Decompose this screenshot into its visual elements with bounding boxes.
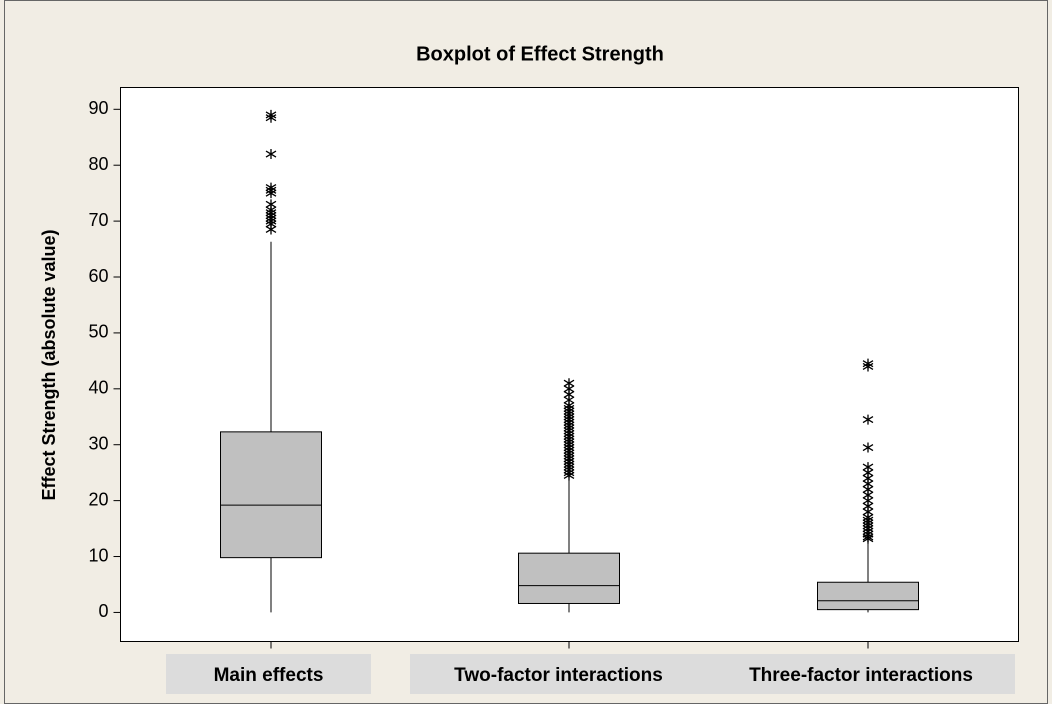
x-tick-label: Main effects [214, 665, 324, 686]
x-label-box [410, 654, 707, 694]
y-tick-label: 20 [88, 489, 108, 509]
chart-title: Boxplot of Effect Strength [416, 43, 664, 65]
x-tick-label: Two-factor interactions [454, 665, 663, 686]
outlier [265, 199, 277, 210]
outlier [563, 378, 575, 389]
y-tick-label: 70 [88, 210, 108, 230]
y-tick-label: 80 [88, 154, 108, 174]
outlier [265, 182, 277, 193]
y-axis-label: Effect Strength (absolute value) [39, 229, 59, 500]
y-tick-label: 40 [88, 378, 108, 398]
x-label-box [707, 654, 1015, 694]
y-tick-label: 10 [88, 545, 108, 565]
x-tick-label: Three-factor interactions [749, 665, 973, 686]
outlier [265, 149, 277, 160]
box [817, 581, 919, 611]
outlier [862, 462, 874, 473]
y-tick-label: 50 [88, 322, 108, 342]
y-tick-label: 60 [88, 266, 108, 286]
box [518, 552, 620, 604]
outlier [862, 414, 874, 425]
y-tick-label: 30 [88, 433, 108, 453]
y-tick-label: 90 [88, 98, 108, 118]
y-tick-label: 0 [98, 601, 108, 621]
outlier [862, 442, 874, 453]
outlier [265, 109, 277, 120]
outlier [862, 358, 874, 369]
box [220, 431, 322, 559]
x-label-box [166, 654, 371, 694]
